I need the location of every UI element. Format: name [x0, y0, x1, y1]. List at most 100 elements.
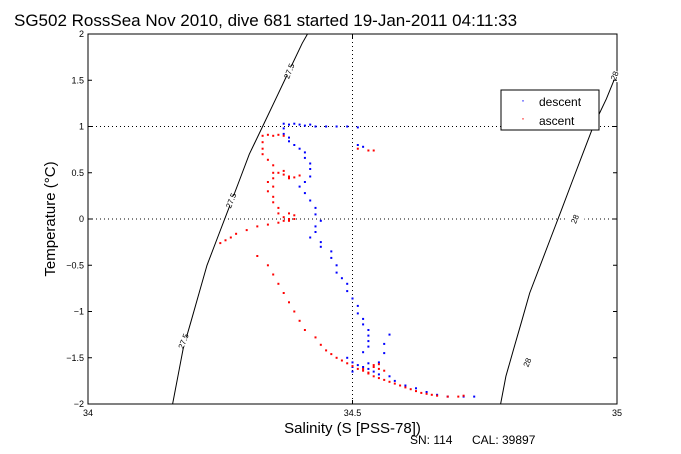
point-ascent [462, 394, 465, 397]
point-ascent [266, 223, 269, 226]
point-ascent [351, 365, 354, 368]
x-tick-label: 34 [83, 408, 93, 418]
y-tick-label: 1.5 [71, 75, 84, 85]
y-tick-label: 0.5 [71, 168, 84, 178]
point-ascent [288, 212, 290, 215]
point-descent [314, 206, 317, 209]
point-ascent [372, 364, 375, 367]
point-descent [309, 175, 312, 178]
point-descent [330, 256, 333, 259]
point-ascent [266, 133, 269, 136]
point-ascent [224, 239, 227, 242]
point-ascent [314, 336, 317, 339]
point-descent [303, 156, 306, 159]
point-ascent [425, 392, 428, 395]
point-descent [314, 125, 317, 128]
point-ascent [235, 232, 238, 235]
legend-marker-ascent: · [521, 111, 525, 125]
point-ascent [277, 221, 280, 224]
y-tick-label: −2 [74, 399, 84, 409]
point-descent [293, 144, 296, 146]
point-descent [298, 185, 301, 188]
point-descent [388, 333, 391, 336]
point-ascent [288, 219, 290, 222]
y-tick-label: −1.5 [66, 353, 84, 363]
point-ascent [383, 378, 386, 381]
point-ascent [293, 176, 296, 179]
point-descent [288, 140, 290, 143]
contour-label-bg [173, 333, 194, 350]
point-ascent [346, 362, 349, 365]
point-ascent [277, 171, 280, 174]
point-ascent [266, 158, 269, 161]
point-descent [377, 361, 380, 364]
point-descent [362, 145, 365, 148]
point-descent [383, 342, 386, 345]
point-ascent [272, 195, 275, 198]
point-ascent [393, 382, 396, 385]
y-tick-label: 0 [79, 214, 84, 224]
x-axis-label: Salinity (S [PSS-78]) [284, 420, 421, 437]
point-ascent [256, 255, 259, 257]
point-descent [351, 361, 354, 364]
point-ascent [277, 206, 280, 209]
point-ascent [356, 367, 359, 370]
point-ascent [272, 171, 275, 174]
point-ascent [282, 216, 285, 219]
calibration-note: CAL: 39897 [472, 433, 536, 447]
point-descent [362, 366, 365, 368]
point-descent [367, 334, 370, 337]
point-descent [351, 297, 354, 300]
data-points [219, 122, 476, 398]
y-axis-label: Temperature (°C) [42, 161, 59, 276]
point-descent [346, 125, 349, 128]
point-descent [356, 304, 359, 307]
point-descent [351, 370, 354, 373]
point-ascent [272, 201, 275, 204]
point-descent [367, 329, 370, 331]
point-descent [404, 384, 407, 387]
point-descent [309, 162, 312, 165]
point-ascent [298, 319, 301, 322]
point-ascent [377, 367, 380, 370]
point-descent [314, 213, 317, 216]
point-ascent [288, 175, 290, 178]
point-descent [362, 317, 365, 320]
point-ascent [272, 164, 275, 167]
point-descent [346, 356, 349, 359]
point-ascent [383, 369, 386, 372]
point-descent [367, 340, 370, 343]
point-descent [335, 271, 338, 274]
point-ascent [261, 134, 264, 137]
point-descent [388, 375, 391, 378]
point-descent [367, 362, 370, 365]
point-ascent [330, 353, 333, 356]
point-descent [303, 181, 306, 183]
point-descent [346, 282, 349, 285]
point-ascent [377, 363, 380, 366]
point-descent [356, 126, 359, 129]
point-ascent [298, 174, 301, 177]
point-descent [383, 352, 386, 355]
point-ascent [446, 395, 449, 398]
point-ascent [319, 343, 322, 346]
point-ascent [372, 366, 375, 368]
point-ascent [388, 380, 391, 383]
point-descent [377, 373, 380, 376]
point-descent [393, 379, 396, 382]
point-descent [314, 225, 317, 228]
point-descent [298, 147, 301, 150]
y-tick-label: −0.5 [66, 260, 84, 270]
point-descent [282, 127, 285, 130]
chart-title: SG502 RossSea Nov 2010, dive 681 started… [14, 11, 517, 30]
point-ascent [288, 301, 290, 304]
point-ascent [430, 393, 433, 396]
point-ascent [282, 292, 285, 294]
contour-label-bg [278, 62, 300, 80]
x-axis-ticks: 34 34.5 35 [83, 34, 622, 418]
point-ascent [277, 282, 280, 285]
y-tick-label: −1 [74, 307, 84, 317]
point-ascent [340, 359, 343, 362]
point-descent [330, 250, 333, 253]
contour-label-bg [604, 67, 625, 84]
